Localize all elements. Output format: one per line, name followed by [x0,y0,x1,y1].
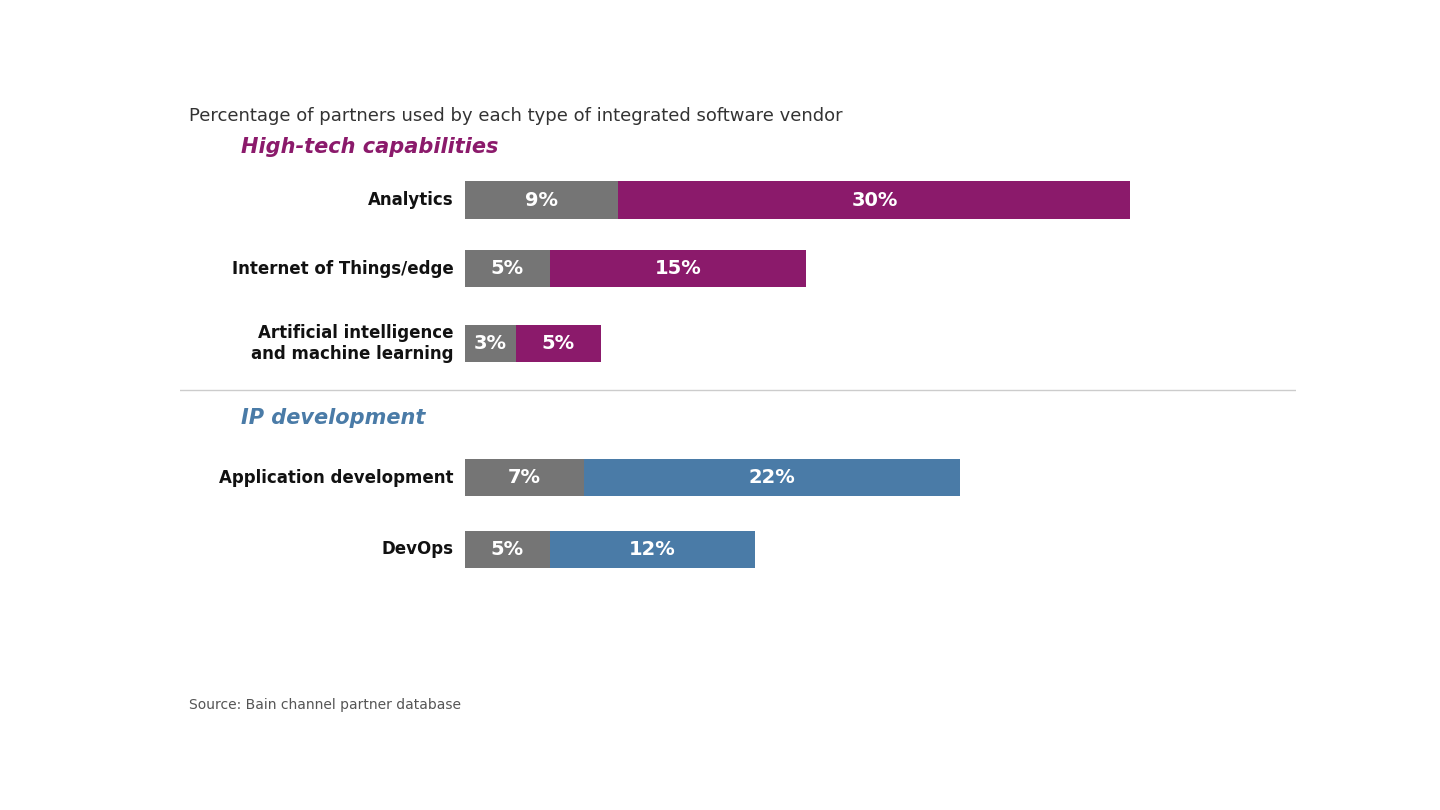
Text: 30%: 30% [851,190,897,210]
Text: 7%: 7% [508,468,541,487]
Text: High-tech capabilities: High-tech capabilities [242,137,498,157]
Text: 3%: 3% [474,334,507,353]
Bar [618,181,1130,219]
Text: 5%: 5% [491,259,524,278]
Text: 12%: 12% [629,540,675,559]
Text: IP development: IP development [242,408,426,428]
Text: 9%: 9% [526,190,557,210]
Text: Source: Bain channel partner database: Source: Bain channel partner database [189,698,461,712]
Bar [550,250,806,288]
Bar [465,531,550,568]
Text: 22%: 22% [749,468,795,487]
Text: 5%: 5% [491,540,524,559]
Text: Internet of Things/edge: Internet of Things/edge [232,260,454,278]
Text: Application development: Application development [219,469,454,487]
Text: 5%: 5% [541,334,575,353]
Bar [465,181,618,219]
Bar [465,325,516,362]
Bar [516,325,600,362]
Bar [465,459,585,497]
Bar [585,459,959,497]
Text: Percentage of partners used by each type of integrated software vendor: Percentage of partners used by each type… [189,107,842,125]
Text: 15%: 15% [655,259,701,278]
Bar [550,531,755,568]
Text: DevOps: DevOps [382,540,454,558]
Bar [465,250,550,288]
Text: Analytics: Analytics [367,191,454,209]
Text: Artificial intelligence
and machine learning: Artificial intelligence and machine lear… [251,324,454,363]
